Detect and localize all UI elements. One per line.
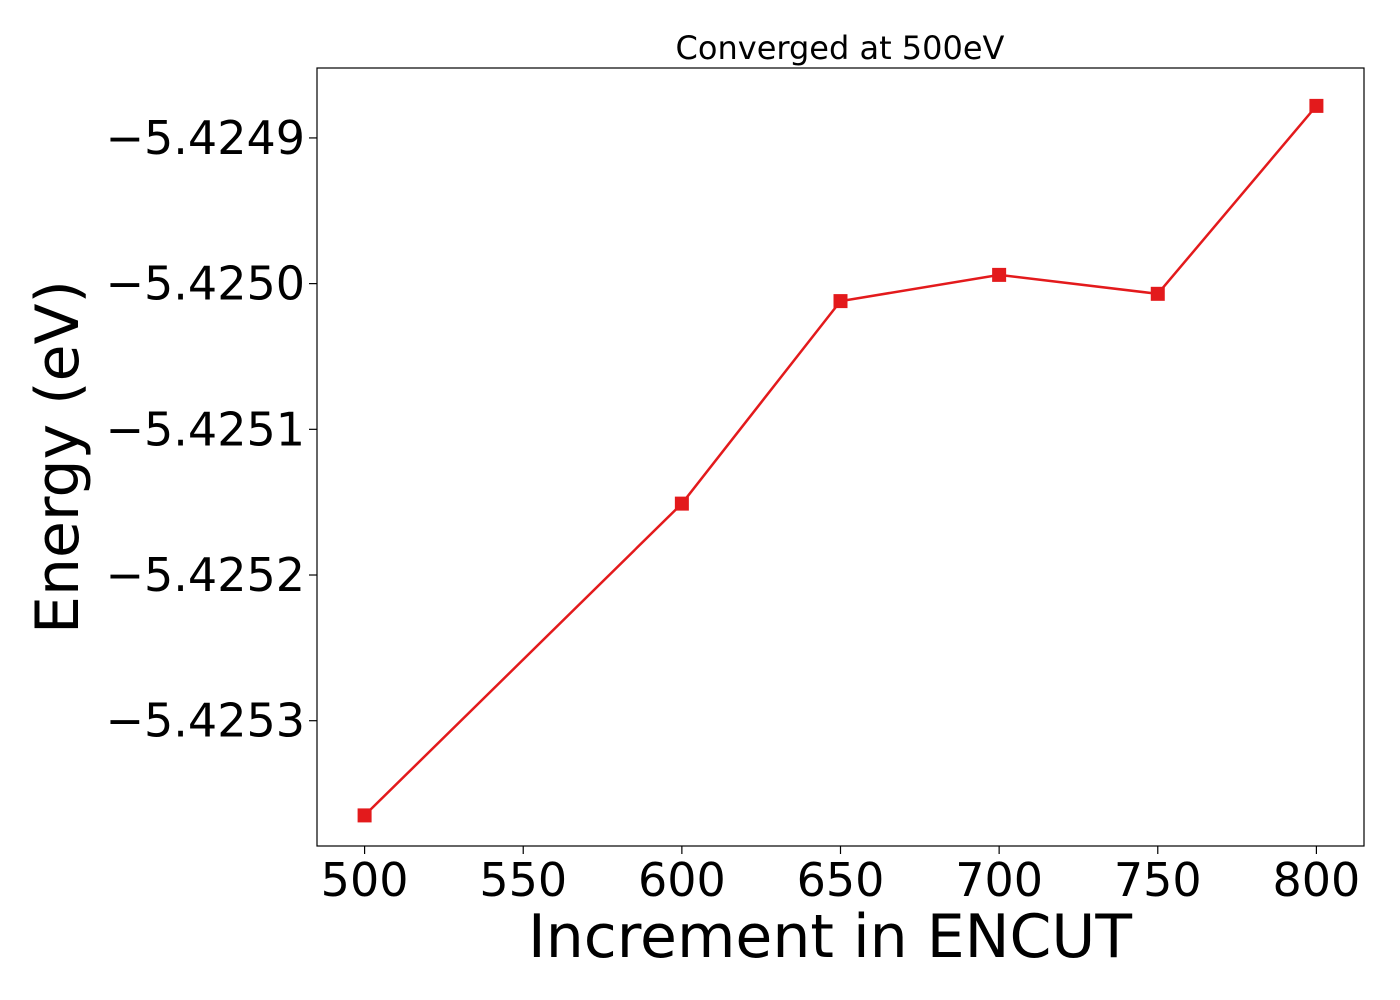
x-tick-label: 700 bbox=[955, 853, 1043, 907]
data-point bbox=[1309, 98, 1324, 113]
y-tick-label: −5.4249 bbox=[106, 111, 306, 165]
y-tick-label: −5.4250 bbox=[106, 257, 306, 311]
series-group bbox=[357, 98, 1324, 823]
data-point bbox=[357, 808, 372, 823]
data-point bbox=[992, 267, 1007, 282]
data-point bbox=[1150, 286, 1165, 301]
data-point bbox=[833, 294, 848, 309]
data-point bbox=[674, 496, 689, 511]
series-line bbox=[363, 105, 1318, 817]
y-tick-label: −5.4251 bbox=[106, 402, 306, 456]
x-axis: 500 550 600 650 700 750 800 bbox=[321, 846, 1361, 907]
x-tick-label: 650 bbox=[797, 853, 885, 907]
x-tick-label: 500 bbox=[321, 853, 409, 907]
x-axis-label: Increment in ENCUT bbox=[528, 902, 1132, 972]
x-tick-label: 550 bbox=[479, 853, 567, 907]
chart-title: Converged at 500eV bbox=[676, 29, 1005, 67]
y-tick-label: −5.4252 bbox=[106, 548, 306, 602]
plot-area bbox=[316, 67, 1365, 847]
x-tick-label: 600 bbox=[638, 853, 726, 907]
y-axis-label: Energy (eV) bbox=[23, 280, 93, 634]
y-tick-label: −5.4253 bbox=[106, 694, 306, 748]
x-tick-label: 750 bbox=[1114, 853, 1202, 907]
x-tick-label: 800 bbox=[1273, 853, 1361, 907]
y-axis: −5.4253 −5.4252 −5.4251 −5.4250 −5.4249 bbox=[106, 111, 317, 748]
